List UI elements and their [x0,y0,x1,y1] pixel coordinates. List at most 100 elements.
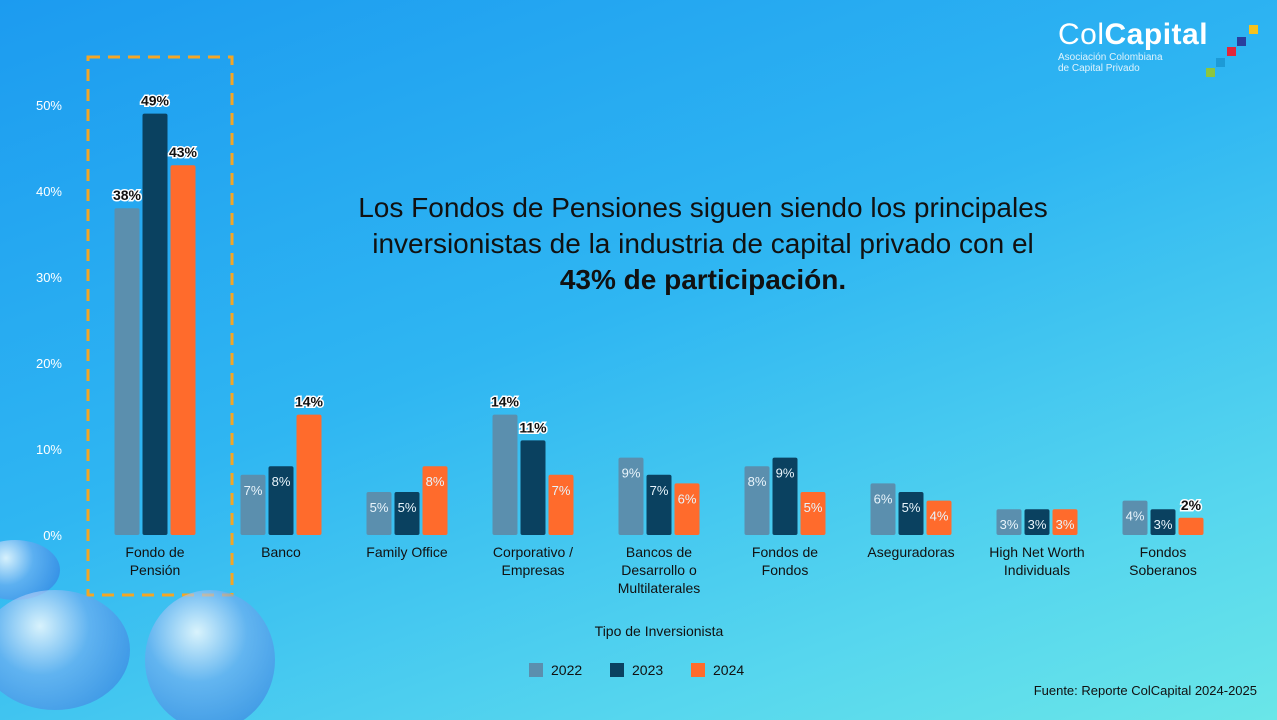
data-label: 7% [244,483,263,498]
legend-label: 2024 [713,662,744,678]
legend-label: 2022 [551,662,582,678]
data-label: 8% [272,474,291,489]
bar-2023 [394,492,420,535]
data-label: 5% [398,500,417,515]
bar-2022 [114,208,140,535]
colcapital-logo: ColCapital Asociación Colombiana de Capi… [1058,18,1208,74]
bar-2024 [800,492,826,535]
logo-name-light: Col [1058,18,1105,51]
x-tick-label: Banco [261,544,301,560]
x-tick-label: Soberanos [1129,562,1197,578]
bar-2023 [772,457,798,535]
y-tick-label: 10% [36,442,62,457]
legend-swatch-2022 [529,663,543,677]
data-label: 3% [1028,517,1047,532]
x-tick-label: Multilaterales [618,580,700,596]
legend-swatch-2023 [610,663,624,677]
headline-line-1: Los Fondos de Pensiones siguen siendo lo… [358,192,1048,223]
logo-subtitle-2: de Capital Privado [1058,63,1140,74]
x-tick-label: Pensión [130,562,181,578]
bar-2022 [870,483,896,535]
x-tick-label: High Net Worth [989,544,1084,560]
x-axis-title: Tipo de Inversionista [595,623,724,639]
bar-2024 [926,500,952,535]
decorative-glass-shape [0,590,130,710]
bar-2024 [674,483,700,535]
bar-2023 [1150,509,1176,535]
bar-2022 [366,492,392,535]
y-tick-label: 50% [36,98,62,113]
x-tick-label: Bancos de [626,544,692,560]
data-label: 9% [622,466,641,481]
y-tick-label: 40% [36,184,62,199]
data-label: 49% [141,93,170,109]
bar-2023 [520,440,546,535]
x-tick-label: Empresas [501,562,564,578]
x-tick-label: Fondos de [752,544,818,560]
data-label: 38% [113,187,142,203]
x-tick-label: Corporativo / [493,544,573,560]
logo-square-icon [1206,68,1215,77]
data-label: 9% [776,466,795,481]
x-tick-label: Fondos [762,562,809,578]
data-label: 11% [519,419,547,435]
bar-2022 [744,466,770,535]
bar-2022 [1122,500,1148,535]
bar-2022 [618,457,644,535]
data-label: 7% [552,483,571,498]
data-label: 4% [930,509,949,524]
x-tick-label: Family Office [366,544,448,560]
data-label: 14% [491,394,520,410]
bar-2024 [1052,509,1078,535]
data-label: 3% [1056,517,1075,532]
bar-2024 [170,165,196,535]
data-label: 43% [169,144,198,160]
data-label: 6% [678,491,697,506]
bar-2023 [646,474,672,535]
bar-2023 [142,113,168,535]
x-tick-label: Fondo de [125,544,184,560]
bar-2022 [240,474,266,535]
data-label: 14% [295,394,324,410]
logo-square-icon [1237,37,1246,46]
data-label: 8% [426,474,445,489]
bar-2023 [898,492,924,535]
x-tick-label: Aseguradoras [867,544,954,560]
data-label: 5% [804,500,823,515]
headline: Los Fondos de Pensiones siguen siendo lo… [300,190,1106,298]
data-label: 3% [1000,517,1019,532]
logo-name-bold: Capital [1104,18,1209,51]
logo-square-icon [1227,47,1236,56]
y-tick-label: 30% [36,270,62,285]
bar-2024 [1178,517,1204,535]
bar-2023 [268,466,294,535]
y-tick-label: 0% [43,528,62,543]
data-label: 2% [1181,497,1202,513]
headline-line-2: inversionistas de la industria de capita… [372,228,1034,259]
decorative-glass-shape [145,590,275,720]
y-tick-label: 20% [36,356,62,371]
x-tick-label: Individuals [1004,562,1070,578]
x-tick-label: Fondos [1140,544,1187,560]
data-label: 4% [1126,509,1145,524]
data-label: 3% [1154,517,1173,532]
bar-2024 [548,474,574,535]
data-label: 8% [748,474,767,489]
bar-2024 [296,414,322,535]
logo-square-icon [1249,25,1258,34]
data-label: 7% [650,483,669,498]
logo-subtitle-1: Asociación Colombiana [1058,52,1163,63]
bar-2022 [996,509,1022,535]
legend-swatch-2024 [691,663,705,677]
bar-2022 [492,414,518,535]
legend-label: 2023 [632,662,663,678]
x-tick-label: Desarrollo o [621,562,697,578]
headline-highlight: 43% de participación. [559,264,847,295]
logo-square-icon [1216,58,1225,67]
data-label: 5% [370,500,389,515]
data-label: 5% [902,500,921,515]
source-note: Fuente: Reporte ColCapital 2024-2025 [1033,683,1257,698]
highlight-box [86,55,234,597]
